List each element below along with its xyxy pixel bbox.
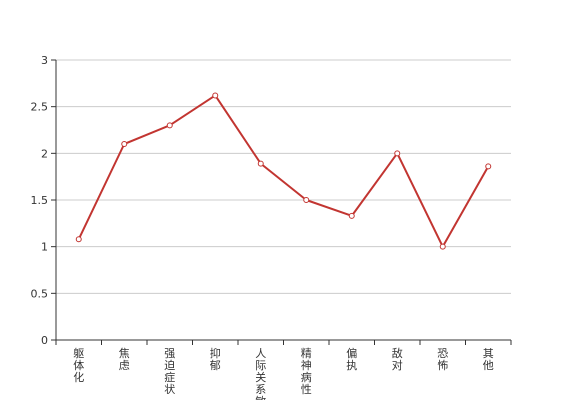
y-tick-label: 2.5 (31, 101, 49, 114)
y-tick-label: 1.5 (31, 194, 49, 207)
data-point (303, 197, 310, 203)
x-tick-label: 敌对 (392, 346, 403, 372)
y-tick-label: 2 (41, 147, 48, 160)
x-tick-label: 精神病性 (301, 347, 312, 396)
data-point (121, 141, 128, 147)
data-point (394, 150, 401, 157)
x-tick-label: 恐怖 (437, 347, 448, 372)
data-point (166, 122, 173, 129)
data-point (485, 163, 492, 170)
data-point (75, 236, 82, 243)
y-tick-label: 3 (41, 54, 48, 67)
x-tick-label: 躯体化 (73, 347, 84, 384)
y-tick-label: 1 (41, 241, 48, 254)
x-tick-label: 抑郁 (210, 346, 221, 372)
y-tick-label: 0.5 (31, 287, 49, 300)
x-tick-label: 焦虑 (119, 347, 130, 372)
series-layer (75, 92, 492, 250)
series-line (77, 94, 490, 248)
x-tick-label: 人际关系敏感 (255, 347, 266, 400)
tick-labels: 0 0.5 1 1.5 2 2.5 3 躯体化 焦虑 强迫症状 抑郁 人际关系敏感 精神病性 偏执 敌对 恐怖… (31, 54, 494, 404)
x-tick-label: 其他 (483, 347, 494, 372)
axes (51, 59, 512, 345)
data-point (257, 160, 264, 167)
y-tick-label: 0 (41, 334, 48, 347)
x-tick-label: 强迫症状 (164, 347, 175, 396)
data-point (439, 243, 446, 250)
data-point (212, 92, 219, 99)
x-tick-label: 偏执 (346, 346, 357, 372)
data-point (348, 212, 355, 219)
grid-lines (56, 59, 511, 294)
